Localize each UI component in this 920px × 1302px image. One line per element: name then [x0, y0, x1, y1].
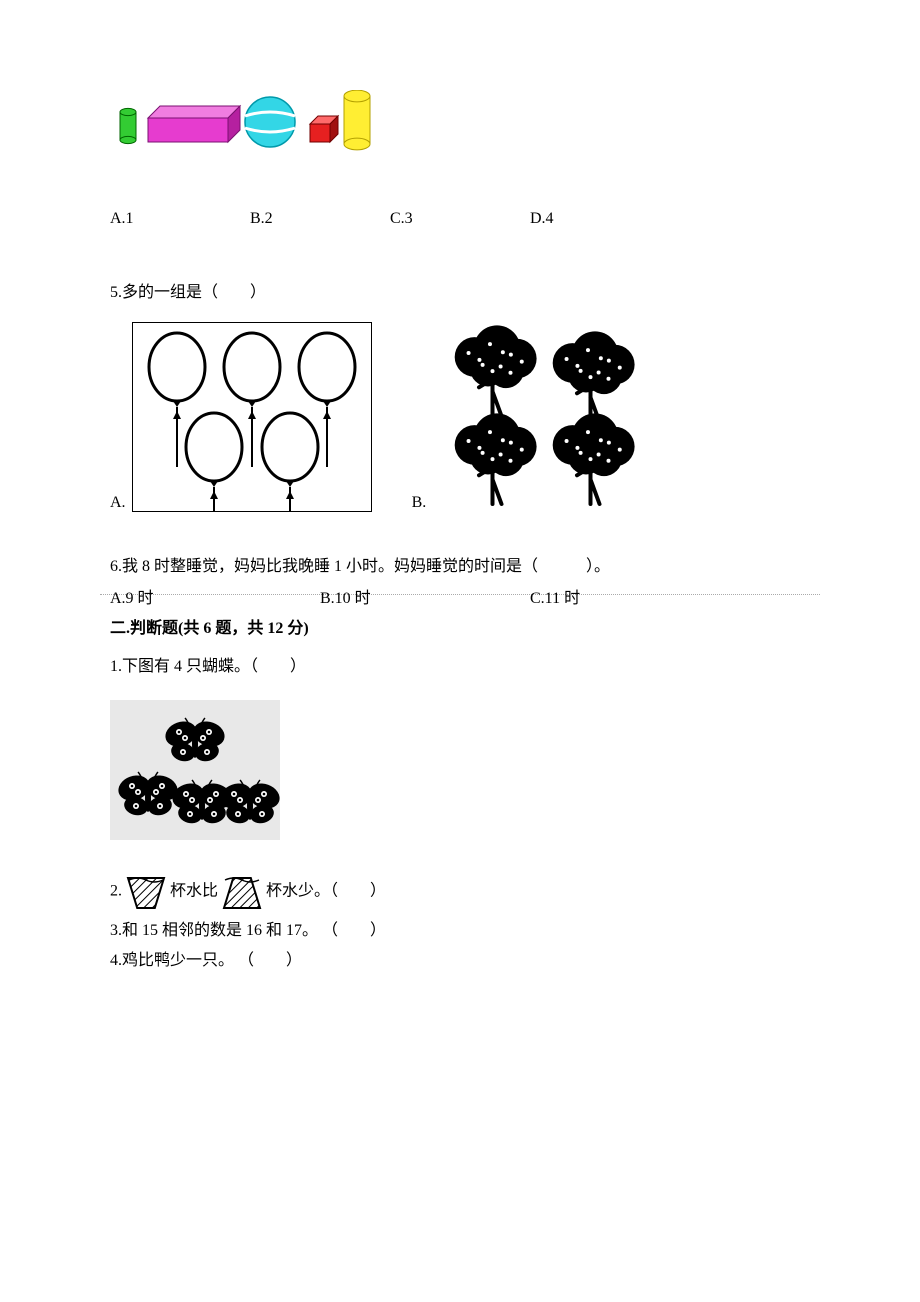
- q4-option-b: B.2: [250, 210, 390, 228]
- q6-option-c: C.11 时: [530, 584, 580, 608]
- q4-shapes-figure: [110, 90, 810, 160]
- q4-option-d: D.4: [530, 210, 670, 228]
- butterflies-figure: [110, 700, 280, 840]
- s2-q1-text: 1.下图有 4 只蝴蝶。（ ）: [110, 652, 810, 676]
- q5-label-a: A.: [110, 494, 126, 512]
- cup-a-icon: [126, 874, 166, 910]
- q5-label-b: B.: [412, 494, 427, 512]
- s2-q1-figure-wrap: [110, 700, 810, 840]
- s2-q2: 2. 杯水比 杯水少。（ ）: [110, 874, 810, 910]
- cup-b-icon: [222, 874, 262, 910]
- q6-option-b: B.10 时: [320, 584, 530, 608]
- trees-figure: [432, 322, 652, 512]
- s2-q2-prefix: 2.: [110, 883, 122, 900]
- q5-text: 5.多的一组是（ ）: [110, 278, 810, 302]
- s2-q4: 4.鸡比鸭少一只。 （ ）: [110, 946, 810, 970]
- s2-q2-mid: 杯水比: [170, 883, 222, 900]
- q5-figures: A. B.: [110, 322, 810, 512]
- q4-option-a: A.1: [110, 210, 250, 228]
- q6-text: 6.我 8 时整睡觉，妈妈比我晚睡 1 小时。妈妈睡觉的时间是（ ）。: [110, 552, 810, 576]
- q6-option-a: A.9 时: [110, 584, 320, 608]
- q4-option-c: C.3: [390, 210, 530, 228]
- s2-q3: 3.和 15 相邻的数是 16 和 17。 （ ）: [110, 916, 810, 940]
- s2-q2-suffix: 杯水少。（ ）: [266, 883, 386, 900]
- q6-options: A.9 时 B.10 时 C.11 时: [110, 584, 810, 604]
- section2-header: 二.判断题(共 6 题，共 12 分): [110, 614, 810, 638]
- q4-options: A.1 B.2 C.3 D.4: [110, 210, 810, 228]
- balloons-figure: [132, 322, 372, 512]
- shapes-svg: [110, 90, 390, 160]
